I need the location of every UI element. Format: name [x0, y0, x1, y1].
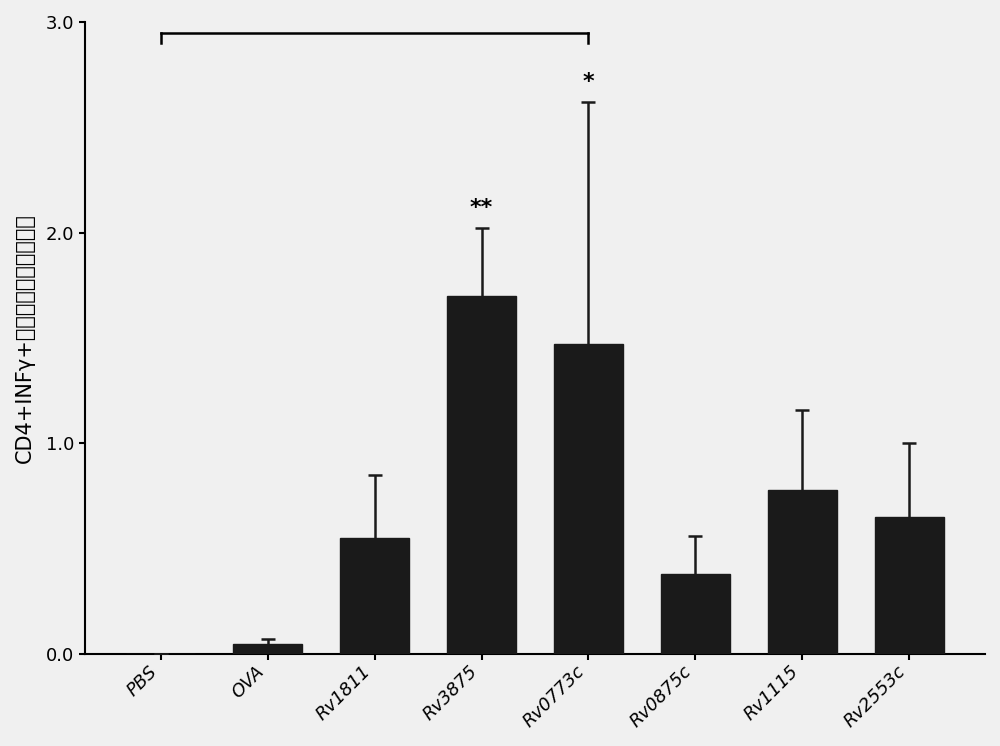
Bar [447, 296, 516, 654]
Bar [768, 489, 837, 654]
Text: **: ** [470, 198, 493, 218]
Bar [554, 345, 623, 654]
Bar [661, 574, 730, 654]
Bar [875, 517, 944, 654]
Text: *: * [583, 72, 594, 92]
Bar [340, 538, 409, 654]
Y-axis label: CD4+INFγ+细胞占总细胞数百分比: CD4+INFγ+细胞占总细胞数百分比 [15, 213, 35, 463]
Bar [233, 644, 302, 654]
